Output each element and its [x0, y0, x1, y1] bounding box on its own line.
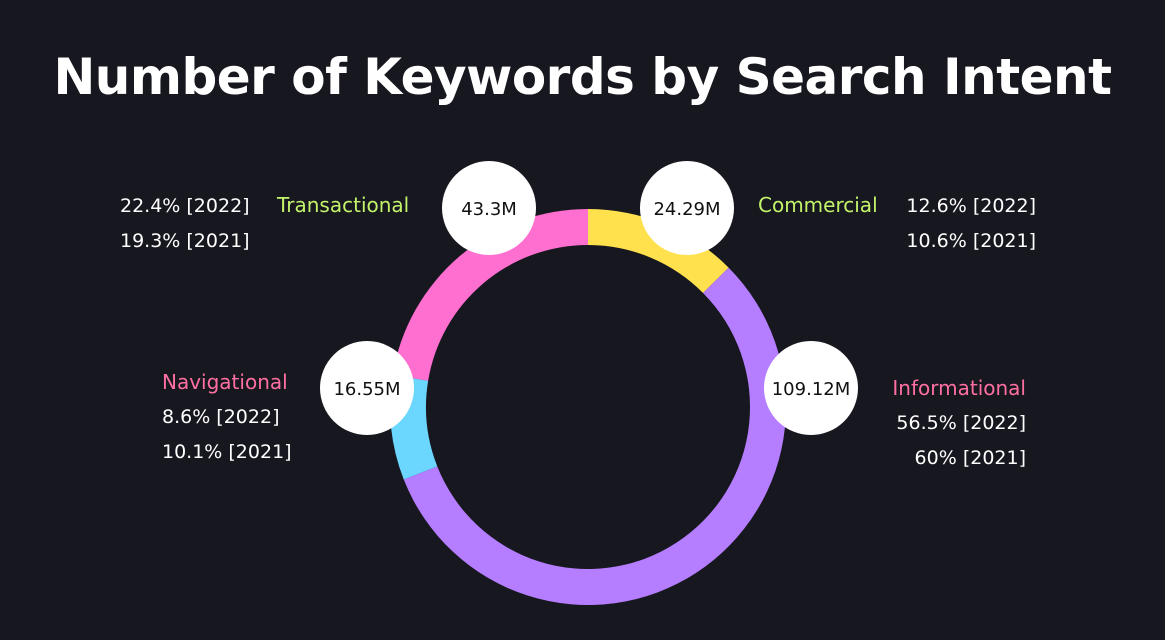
legend-commercial: 12.6% [2022] 10.6% [2021] [906, 189, 1036, 259]
value-label-navigational: 16.55M [333, 379, 400, 400]
value-bubble-transactional [442, 161, 536, 255]
value-label-transactional: 43.3M [461, 199, 517, 220]
legend-navigational: Navigational 8.6% [2022] 10.1% [2021] [162, 365, 292, 470]
legend-label-navigational: Navigational [162, 370, 288, 394]
value-bubble-informational [764, 341, 858, 435]
value-bubble-navigational [320, 341, 414, 435]
legend-label-commercial: Commercial [758, 193, 878, 217]
legend-transactional: 22.4% [2022] 19.3% [2021] [120, 189, 250, 259]
legend-share-2022-informational: 56.5% [2022] [896, 412, 1026, 434]
donut-slice-transactional [392, 209, 588, 381]
legend-share-2022-navigational: 8.6% [2022] [162, 406, 280, 428]
value-label-informational: 109.12M [772, 379, 851, 400]
legend-informational: Informational 56.5% [2022] 60% [2021] [892, 371, 1026, 476]
legend-share-2021-informational: 60% [2021] [914, 447, 1026, 469]
legend-label-transactional: Transactional [277, 193, 410, 217]
legend-share-2021-transactional: 19.3% [2021] [120, 230, 250, 252]
legend-share-2021-navigational: 10.1% [2021] [162, 441, 292, 463]
legend-label-informational: Informational [892, 376, 1026, 400]
value-label-commercial: 24.29M [653, 199, 720, 220]
donut-slice-commercial [588, 209, 729, 293]
legend-share-2021-commercial: 10.6% [2021] [906, 230, 1036, 252]
donut-slice-informational [403, 267, 786, 605]
legend-share-2022-transactional: 22.4% [2022] [120, 195, 250, 217]
value-bubble-commercial [640, 161, 734, 255]
legend-share-2022-commercial: 12.6% [2022] [906, 195, 1036, 217]
chart-title: Number of Keywords by Search Intent [53, 48, 1112, 106]
